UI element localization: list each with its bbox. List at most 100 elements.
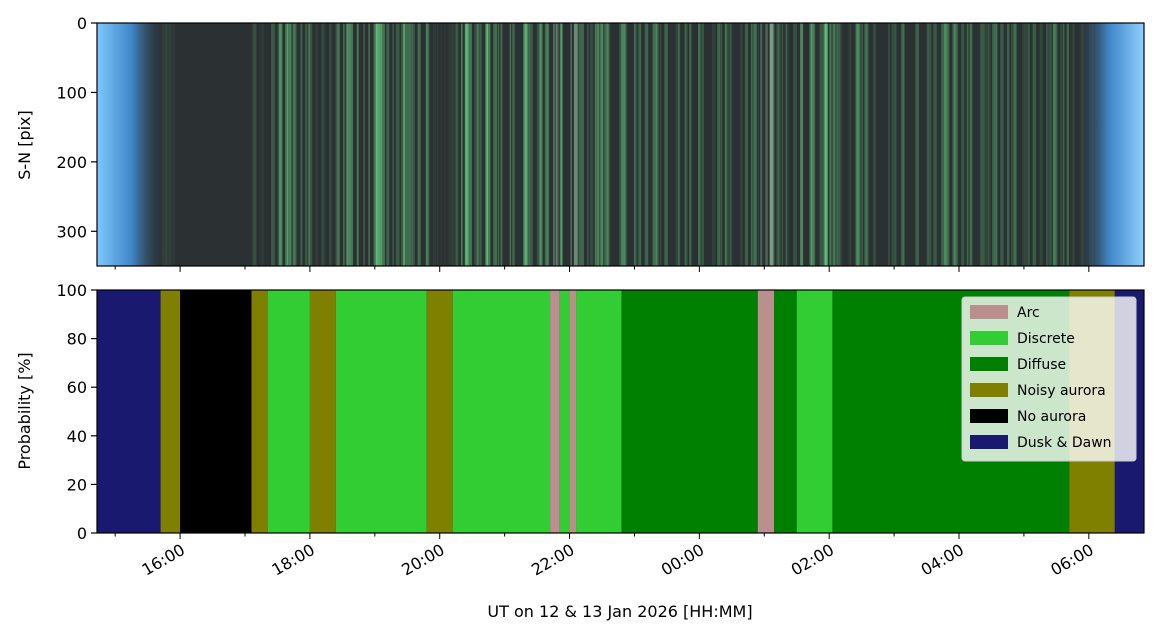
segment-discrete xyxy=(267,290,310,533)
keogram-streak xyxy=(1039,23,1042,266)
keogram-streak xyxy=(479,23,482,266)
keogram-streak xyxy=(401,23,404,266)
x-tick-label: 02:00 xyxy=(788,540,837,580)
keogram-streak xyxy=(969,23,972,266)
segment-diffuse xyxy=(774,290,797,533)
keogram-streak xyxy=(468,23,472,266)
y-tick-label: 100 xyxy=(56,83,87,102)
keogram-streak xyxy=(322,23,324,266)
keogram-y-axis: 0 100 200 300 xyxy=(56,14,97,241)
keogram-streak xyxy=(411,23,413,266)
keogram-streak xyxy=(856,23,861,266)
keogram-streak xyxy=(168,23,171,266)
keogram-streak xyxy=(525,23,528,266)
keogram-streak xyxy=(770,23,775,266)
keogram-streak xyxy=(645,23,649,266)
keogram-streak xyxy=(701,23,704,266)
keogram-streak xyxy=(717,23,721,266)
legend-swatch xyxy=(970,305,1008,319)
keogram-streak xyxy=(861,23,864,266)
x-tick-label: 04:00 xyxy=(918,540,967,580)
keogram-streak xyxy=(444,23,446,266)
keogram-streak xyxy=(941,23,943,266)
keogram-streak xyxy=(279,23,283,266)
keogram-streak xyxy=(285,23,289,266)
keogram-streak xyxy=(712,23,716,266)
keogram-streak xyxy=(944,23,947,266)
keogram-streak xyxy=(777,23,780,266)
keogram-streak xyxy=(448,23,450,266)
keogram-streak xyxy=(578,23,581,266)
keogram-streak xyxy=(769,23,774,266)
keogram-streak xyxy=(809,23,813,266)
keogram-streak xyxy=(512,23,516,266)
keogram-streak xyxy=(260,23,264,266)
keogram-streak xyxy=(373,23,377,266)
keogram-streak xyxy=(901,23,904,266)
keogram-streak xyxy=(819,23,823,266)
keogram-streak xyxy=(824,23,827,266)
keogram-streak xyxy=(941,23,946,266)
keogram-streak xyxy=(969,23,973,266)
keogram-streak xyxy=(461,23,463,266)
keogram-streak xyxy=(493,23,498,266)
probability-panel: 0 20 40 60 80 100 16:00 18:00 20:00 22:00 00:00 02… xyxy=(15,281,1145,621)
keogram-streak xyxy=(810,23,815,266)
keogram-streak xyxy=(1013,23,1016,266)
keogram-streak xyxy=(336,23,340,266)
keogram-streak xyxy=(308,23,310,266)
keogram-streak xyxy=(293,23,296,266)
keogram-streak xyxy=(512,23,515,266)
keogram-streak xyxy=(1072,23,1074,266)
keogram-streak xyxy=(380,23,382,266)
keogram-streak xyxy=(834,23,837,266)
keogram-streak xyxy=(486,23,491,266)
keogram-streak xyxy=(945,23,949,266)
keogram-streak xyxy=(639,23,642,266)
keogram-streak xyxy=(343,23,345,266)
legend-swatch xyxy=(970,383,1008,397)
keogram-streak xyxy=(724,23,726,266)
legend-swatch xyxy=(970,435,1008,449)
keogram-streak xyxy=(753,23,758,266)
keogram-streak xyxy=(392,23,394,266)
keogram-streak xyxy=(271,23,275,266)
keogram-streak xyxy=(1021,23,1024,266)
keogram-streak xyxy=(526,23,530,266)
keogram-streak xyxy=(315,23,318,266)
segment-dusk-dawn xyxy=(97,290,161,533)
keogram-streak xyxy=(953,23,958,266)
segment-no-aurora xyxy=(180,290,252,533)
probability-y-axis: 0 20 40 60 80 100 xyxy=(56,281,97,543)
keogram-streak xyxy=(652,23,655,266)
keogram-streak xyxy=(873,23,876,266)
keogram-streak xyxy=(335,23,339,266)
keogram-streak xyxy=(486,23,488,266)
keogram-streak xyxy=(1063,23,1065,266)
keogram-streak xyxy=(633,23,637,266)
keogram-streak xyxy=(363,23,365,266)
keogram-streak xyxy=(377,23,382,266)
segment-noisy-aurora xyxy=(309,290,336,533)
y-tick-label: 60 xyxy=(67,378,87,397)
keogram-streak xyxy=(570,23,572,266)
keogram-streak xyxy=(262,23,265,266)
legend-label: Noisy aurora xyxy=(1017,383,1106,399)
keogram-streak xyxy=(621,23,626,266)
keogram-streak xyxy=(523,23,526,266)
keogram-streak xyxy=(555,23,558,266)
keogram-streak xyxy=(724,23,728,266)
keogram-streak xyxy=(380,23,382,266)
keogram-streak xyxy=(1072,23,1075,266)
legend: Arc Discrete Diffuse Noisy aurora No aurora D… xyxy=(961,296,1137,462)
keogram-streak xyxy=(452,23,456,266)
keogram-streak xyxy=(660,23,662,266)
y-tick-label: 80 xyxy=(67,330,87,349)
keogram-streak xyxy=(855,23,859,266)
keogram-streak xyxy=(381,23,385,266)
keogram-streak xyxy=(455,23,459,266)
keogram-streak xyxy=(600,23,603,266)
legend-swatch xyxy=(970,409,1008,423)
x-tick-label: 06:00 xyxy=(1047,540,1096,580)
keogram-streak xyxy=(619,23,622,266)
